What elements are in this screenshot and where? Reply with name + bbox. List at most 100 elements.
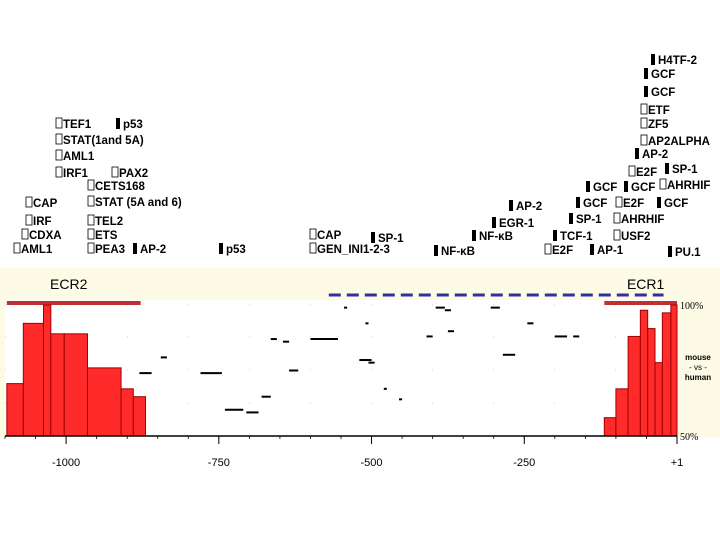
tf-marker-open bbox=[613, 229, 621, 241]
tf-marker-open bbox=[87, 242, 95, 254]
conservation-area bbox=[6, 304, 678, 437]
tf-marker-open bbox=[55, 166, 63, 178]
tf-marker-open bbox=[628, 165, 636, 177]
tf-name: CDXA bbox=[29, 230, 62, 242]
tf-name: AHRHIF bbox=[667, 180, 710, 192]
species-top-label: mouse bbox=[685, 353, 711, 362]
tf-marker-open bbox=[640, 103, 648, 115]
tf-marker-filled bbox=[651, 54, 655, 65]
tf-marker-open bbox=[659, 178, 667, 190]
tf-name: SP-1 bbox=[576, 214, 602, 226]
conservation-step bbox=[63, 333, 88, 437]
species-bottom-label: human bbox=[685, 373, 711, 382]
tf-marker-filled bbox=[553, 230, 557, 241]
tf-site-label: AP-1 bbox=[590, 244, 624, 257]
tf-marker-open bbox=[25, 196, 33, 208]
tf-marker-filled bbox=[219, 243, 223, 254]
x-tick-label: -1000 bbox=[52, 457, 80, 469]
conservation-step bbox=[132, 396, 147, 437]
tf-site-label: GCF bbox=[644, 68, 675, 81]
tf-name: AP-2 bbox=[516, 201, 542, 213]
tf-site-label: E2F bbox=[628, 165, 657, 179]
tf-marker-filled bbox=[492, 217, 496, 228]
conservation-step bbox=[603, 417, 617, 437]
tf-site-label: SP-1 bbox=[371, 232, 404, 245]
tf-site-label: TEF1 bbox=[55, 117, 92, 131]
tf-site-label: PEA3 bbox=[87, 242, 125, 256]
conservation-step bbox=[6, 383, 24, 437]
tf-site-label: GCF bbox=[657, 197, 688, 210]
conservation-step bbox=[22, 322, 44, 437]
tf-marker-open bbox=[87, 195, 95, 207]
tf-name: E2F bbox=[552, 245, 573, 257]
tf-marker-open bbox=[55, 149, 63, 161]
tf-name: GCF bbox=[651, 69, 675, 81]
tf-marker-open bbox=[55, 133, 63, 145]
tf-marker-filled bbox=[635, 148, 639, 159]
tf-marker-open bbox=[309, 228, 317, 240]
tf-name: GCF bbox=[664, 198, 688, 210]
tf-site-label: USF2 bbox=[613, 229, 650, 243]
tf-site-label: GEN_INI1-2-3 bbox=[309, 242, 390, 256]
tf-site-label: AML1 bbox=[55, 149, 95, 163]
x-tick-label: -500 bbox=[361, 457, 383, 469]
tf-marker-filled bbox=[509, 200, 513, 211]
tf-marker-filled bbox=[644, 86, 648, 97]
tf-marker-open bbox=[21, 228, 29, 240]
conservation-step bbox=[42, 304, 52, 437]
tf-site-label: GCF bbox=[624, 181, 655, 194]
tf-site-label: E2F bbox=[615, 196, 644, 210]
tf-name: GCF bbox=[583, 198, 607, 210]
tf-name: ETF bbox=[648, 105, 670, 117]
tf-name: p53 bbox=[226, 244, 246, 256]
tf-site-label: GCF bbox=[586, 181, 617, 194]
region-bars: ECR2 ECR1 bbox=[6, 276, 677, 305]
tf-name: SP-1 bbox=[672, 164, 698, 176]
conserved-segments bbox=[139, 306, 580, 414]
tf-marker-filled bbox=[576, 197, 580, 208]
tf-site-label: H4TF-2 bbox=[651, 54, 697, 67]
tf-site-label: TCF-1 bbox=[553, 230, 593, 243]
tf-site-label: ETF bbox=[640, 103, 670, 117]
x-tick-label: +1 bbox=[671, 457, 684, 469]
tf-marker-open bbox=[87, 228, 95, 240]
tf-site-label: SP-1 bbox=[569, 213, 602, 226]
conservation-step bbox=[50, 333, 65, 437]
tf-name: E2F bbox=[623, 198, 644, 210]
tf-name: AML1 bbox=[63, 151, 95, 163]
conservation-step bbox=[86, 367, 122, 437]
tf-marker-open bbox=[613, 212, 621, 224]
conservation-step bbox=[670, 304, 678, 437]
tf-name: E2F bbox=[636, 167, 657, 179]
tf-site-label: STAT(1and 5A) bbox=[55, 133, 144, 147]
tf-name: STAT (5A and 6) bbox=[95, 197, 182, 209]
tf-marker-open bbox=[111, 166, 119, 178]
tf-name: GEN_INI1-2-3 bbox=[317, 244, 390, 256]
region-bar-ecr1 bbox=[604, 301, 677, 305]
tf-name: IRF bbox=[33, 216, 52, 228]
tf-marker-open bbox=[640, 134, 648, 146]
tf-name: USF2 bbox=[621, 231, 650, 243]
tf-marker-filled bbox=[624, 181, 628, 192]
tf-name: CAP bbox=[317, 230, 342, 242]
tf-marker-open bbox=[55, 117, 63, 129]
tf-marker-filled bbox=[569, 213, 573, 224]
tf-site-label: AP-2 bbox=[509, 200, 542, 213]
x-axis: -1000 -750 -500 -250 +1 bbox=[4, 435, 684, 469]
tf-name: TEF1 bbox=[63, 119, 92, 131]
tf-site-label: PU.1 bbox=[668, 246, 701, 259]
tf-name: STAT(1and 5A) bbox=[63, 135, 144, 147]
tf-name: NF-κB bbox=[479, 231, 513, 243]
y-axis-labels: 100% 50% bbox=[680, 301, 703, 443]
tf-site-label: NF-κB bbox=[434, 245, 475, 258]
tf-site-label: E2F bbox=[544, 243, 573, 257]
tf-name: AP-2 bbox=[642, 149, 668, 161]
tf-site-label: p53 bbox=[116, 118, 143, 131]
tf-marker-filled bbox=[472, 230, 476, 241]
tf-site-label: AP-2 bbox=[133, 243, 166, 256]
tf-name: AP2ALPHA bbox=[648, 136, 710, 148]
tf-name: H4TF-2 bbox=[658, 55, 697, 67]
tf-name: PAX2 bbox=[119, 168, 148, 180]
tf-name: CAP bbox=[33, 198, 58, 210]
